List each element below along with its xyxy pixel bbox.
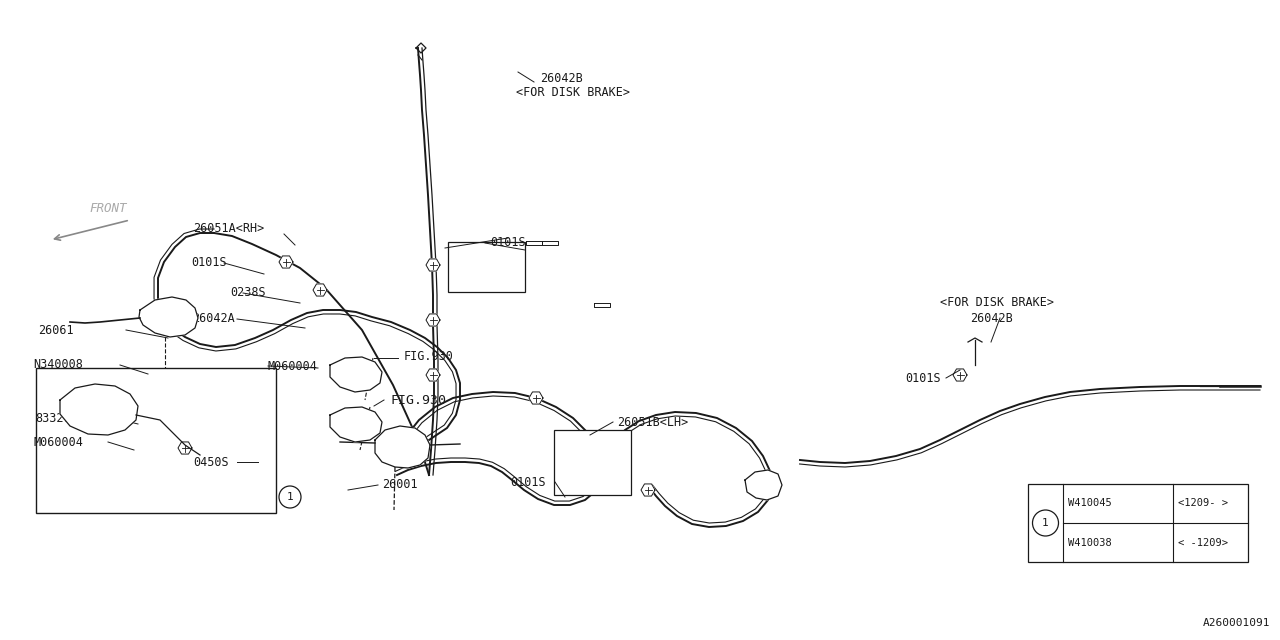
Polygon shape [593, 464, 607, 476]
Text: 1: 1 [1042, 518, 1048, 528]
Text: 26042A: 26042A [192, 312, 234, 326]
Polygon shape [330, 357, 381, 392]
Text: FRONT: FRONT [90, 202, 127, 215]
Polygon shape [745, 470, 782, 500]
Text: 0101S: 0101S [509, 476, 545, 488]
Text: W410038: W410038 [1068, 538, 1112, 547]
Text: A260001091: A260001091 [1202, 618, 1270, 628]
Text: 26061: 26061 [38, 323, 74, 337]
Circle shape [279, 486, 301, 508]
Text: 0101S: 0101S [191, 257, 227, 269]
Polygon shape [426, 314, 440, 326]
Bar [448, 242, 525, 292]
Text: M060004: M060004 [268, 360, 317, 372]
Text: 0238S: 0238S [230, 287, 266, 300]
Text: FIG.930: FIG.930 [404, 351, 454, 364]
Polygon shape [426, 259, 440, 271]
Text: <FOR DISK BRAKE>: <FOR DISK BRAKE> [940, 296, 1053, 308]
Text: <1209- >: <1209- > [1178, 499, 1228, 509]
Text: 26042B: 26042B [540, 72, 582, 84]
Text: 26001: 26001 [381, 477, 417, 490]
Polygon shape [641, 484, 655, 496]
Text: FIG.930: FIG.930 [390, 394, 445, 406]
Text: 26051B<LH>: 26051B<LH> [617, 415, 689, 429]
Text: 1: 1 [287, 492, 293, 502]
Text: <FOR DISK BRAKE>: <FOR DISK BRAKE> [516, 86, 630, 99]
Text: 83321: 83321 [35, 412, 70, 424]
Polygon shape [954, 369, 966, 381]
Text: N340008: N340008 [33, 358, 83, 371]
Text: 26042B: 26042B [970, 312, 1012, 324]
Polygon shape [426, 369, 440, 381]
Polygon shape [314, 284, 326, 296]
Bar [554, 430, 631, 495]
Text: 0101S: 0101S [905, 371, 941, 385]
Polygon shape [90, 403, 105, 417]
Text: 26051A<RH>: 26051A<RH> [193, 221, 264, 234]
Text: < -1209>: < -1209> [1178, 538, 1228, 547]
Text: 0450S: 0450S [193, 456, 229, 468]
Text: 0101S: 0101S [490, 236, 526, 248]
Bar [36, 368, 276, 513]
Polygon shape [330, 407, 381, 442]
Polygon shape [279, 256, 293, 268]
Polygon shape [140, 297, 198, 337]
Text: W410045: W410045 [1068, 499, 1112, 509]
Polygon shape [113, 402, 127, 414]
Bar [1028, 484, 1248, 562]
Polygon shape [108, 419, 122, 431]
Text: M060004: M060004 [33, 435, 83, 449]
Polygon shape [529, 392, 543, 404]
Circle shape [1033, 510, 1059, 536]
Polygon shape [375, 426, 430, 468]
Polygon shape [60, 384, 138, 435]
Polygon shape [178, 442, 192, 454]
